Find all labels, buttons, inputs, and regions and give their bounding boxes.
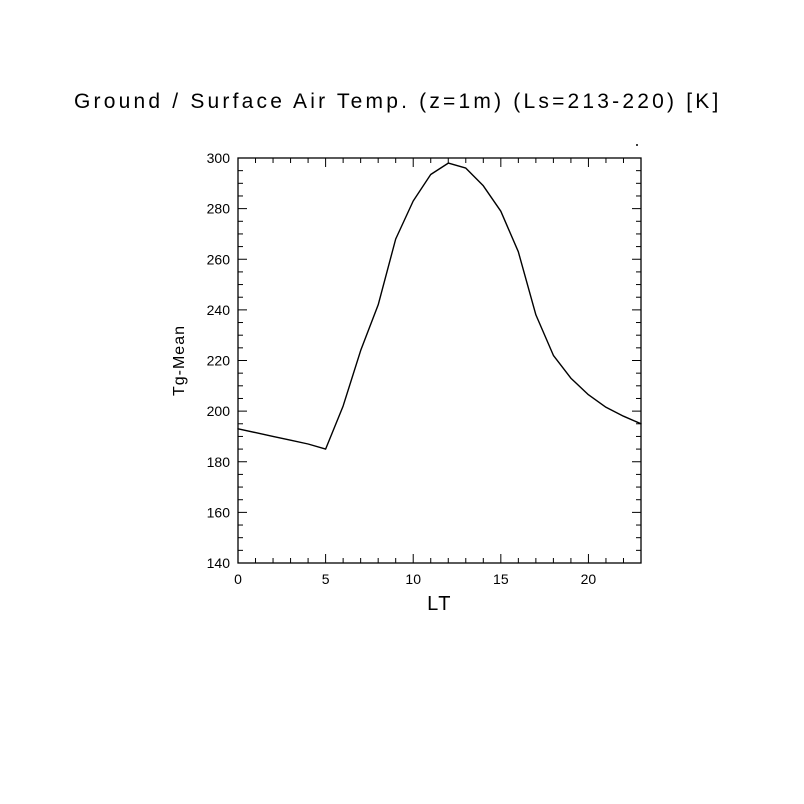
stray-mark [636,144,638,146]
y-tick-label: 260 [207,251,231,267]
y-axis-label: Tg-Mean [171,325,188,396]
chart-title: Ground / Surface Air Temp. (z=1m) (Ls=21… [74,90,722,113]
y-tick-label: 300 [207,150,231,166]
y-tick-label: 160 [207,504,231,520]
y-tick-label: 140 [207,555,231,571]
x-tick-label: 15 [493,571,509,587]
x-tick-label: 0 [234,571,242,587]
y-tick-label: 200 [207,403,231,419]
y-tick-label: 180 [207,454,231,470]
y-tick-label: 240 [207,302,231,318]
x-axis-label: LT [427,593,452,615]
x-tick-label: 20 [581,571,597,587]
y-tick-label: 220 [207,353,231,369]
temperature-series-line [237,162,642,450]
x-tick-label: 10 [405,571,421,587]
y-tick-label: 280 [207,201,231,217]
x-tick-label: 5 [322,571,330,587]
plot-frame [237,157,642,564]
